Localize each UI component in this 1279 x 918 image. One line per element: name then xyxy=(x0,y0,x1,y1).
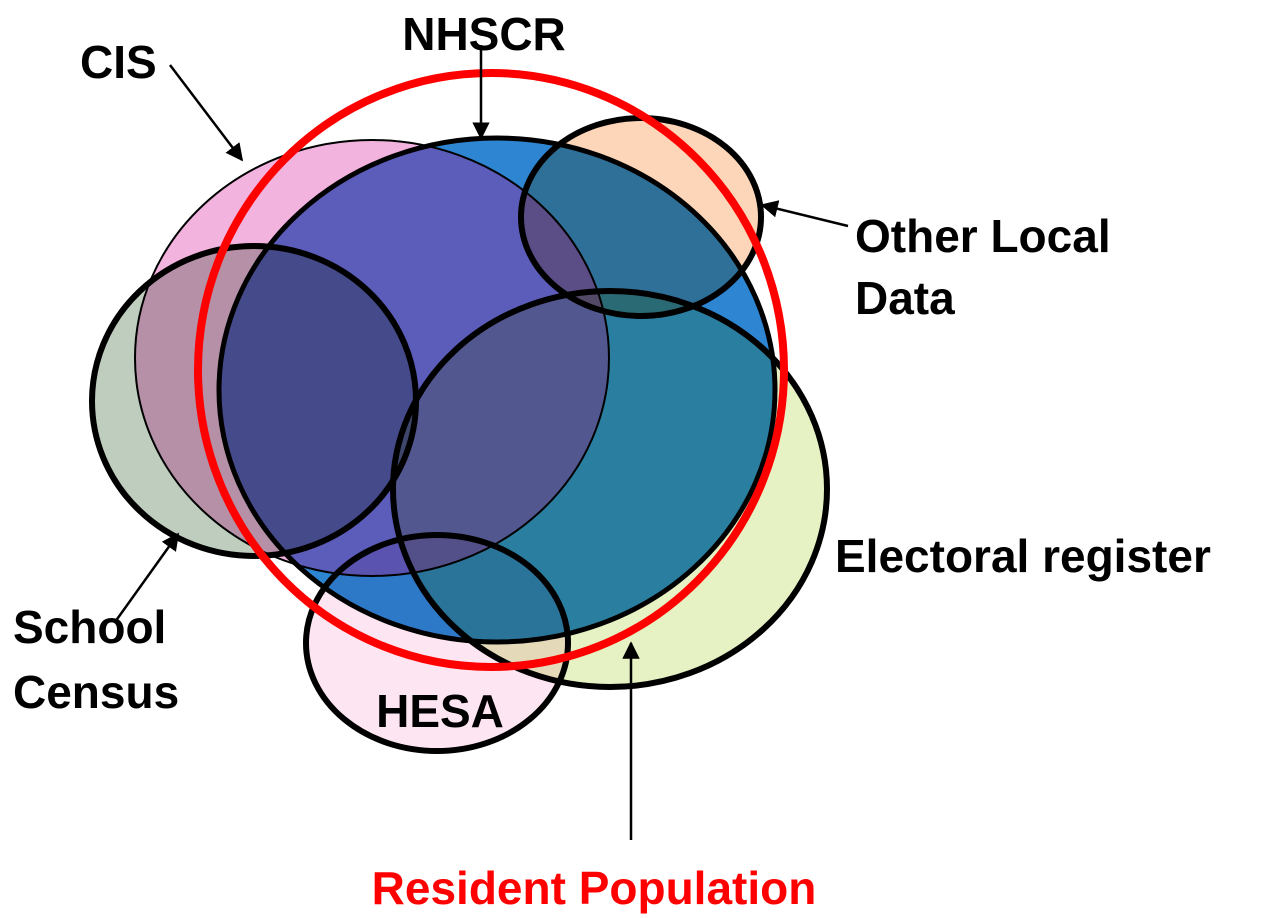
hesa-outline xyxy=(303,532,571,754)
nhscr-outline xyxy=(216,135,778,645)
school-census-set xyxy=(92,246,416,556)
other-local-label: Other Local xyxy=(855,210,1111,262)
school-census-label: School xyxy=(13,601,166,653)
hesa-label: HESA xyxy=(376,685,504,737)
cis-label: CIS xyxy=(80,36,157,88)
other-local-arrow xyxy=(760,200,849,228)
outlines xyxy=(89,69,830,754)
school-census-arrow xyxy=(113,532,180,623)
electoral-outline xyxy=(390,288,830,690)
resident-outline xyxy=(194,69,788,671)
electoral-label: Electoral register xyxy=(835,530,1211,582)
nhscr-label: NHSCR xyxy=(402,8,566,60)
resident-label: Resident Population xyxy=(372,862,817,914)
other-local-label: Data xyxy=(855,272,955,324)
school-census-label: Census xyxy=(13,666,179,718)
sets xyxy=(92,118,827,751)
arrows xyxy=(113,45,849,840)
cis-outline xyxy=(134,139,610,577)
cis-arrow xyxy=(169,64,244,162)
hesa-set xyxy=(306,535,568,751)
